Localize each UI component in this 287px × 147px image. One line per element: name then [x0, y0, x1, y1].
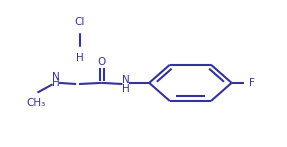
Text: N: N	[122, 75, 130, 85]
Text: N: N	[52, 72, 60, 82]
Text: CH₃: CH₃	[26, 98, 46, 108]
Text: H: H	[122, 84, 130, 94]
Text: Cl: Cl	[74, 17, 85, 27]
Text: H: H	[52, 78, 60, 88]
Text: O: O	[98, 57, 106, 67]
Text: H: H	[76, 53, 84, 63]
Text: F: F	[249, 78, 255, 88]
